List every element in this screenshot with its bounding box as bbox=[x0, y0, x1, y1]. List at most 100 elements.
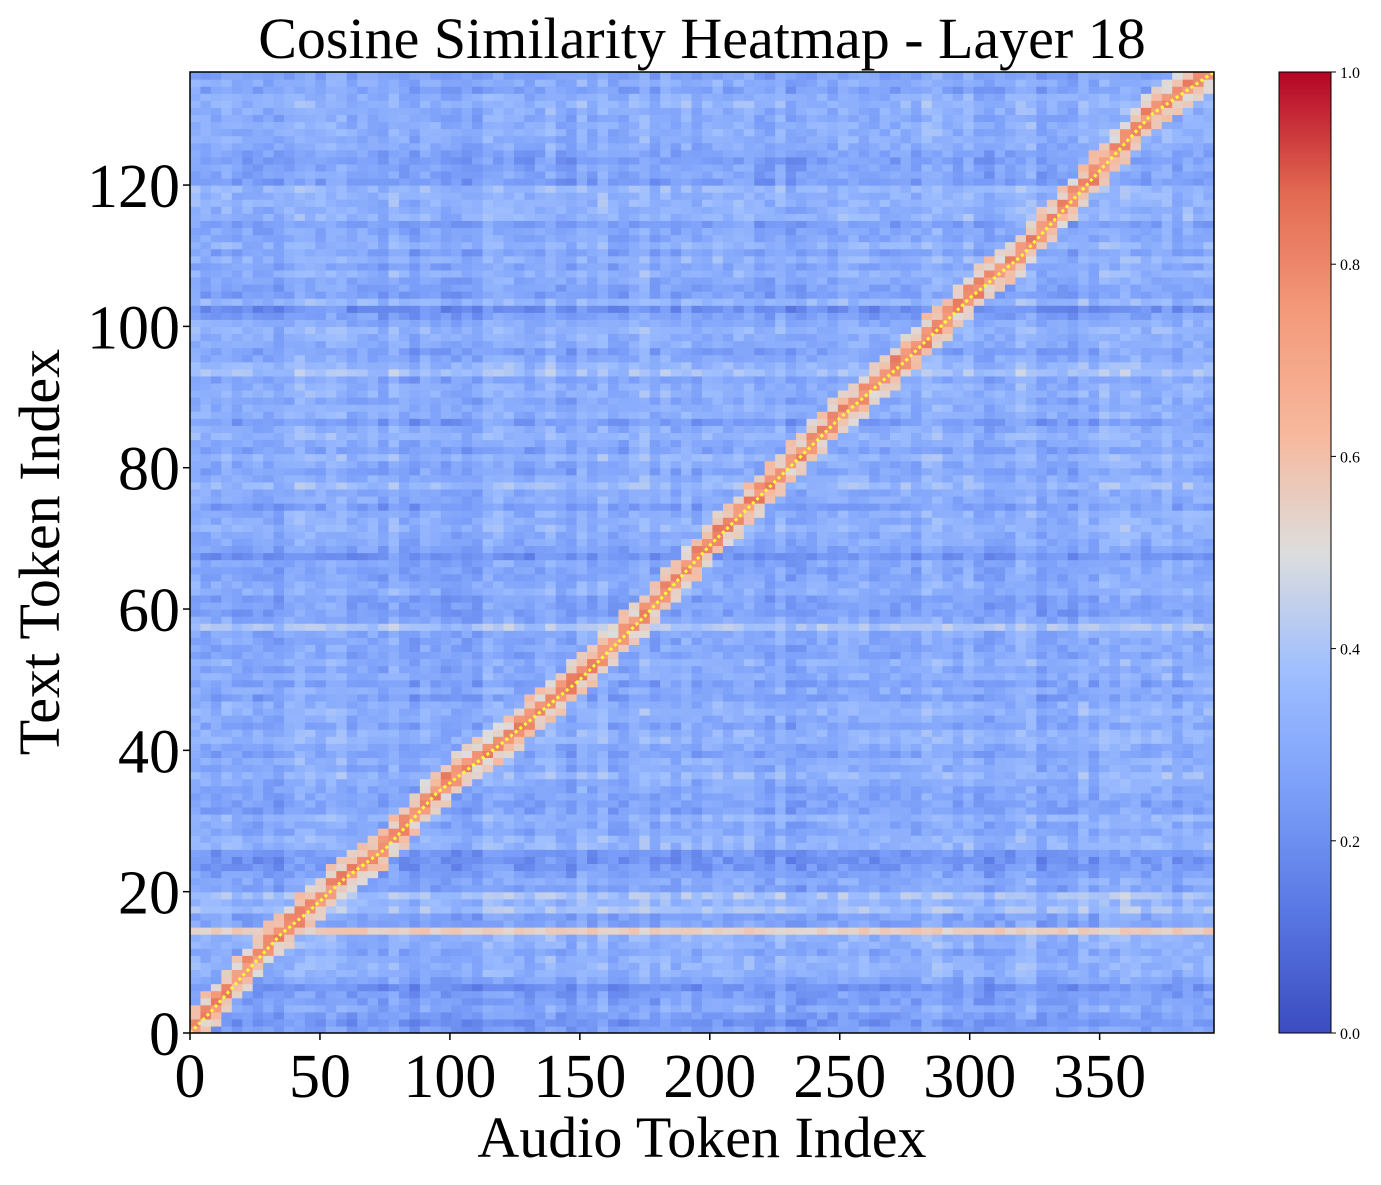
heatmap-cell bbox=[785, 934, 797, 942]
heatmap-cell bbox=[984, 813, 996, 822]
heatmap-cell bbox=[973, 757, 985, 766]
heatmap-cell bbox=[639, 672, 651, 681]
heatmap-cell bbox=[952, 785, 964, 794]
heatmap-cell bbox=[534, 1025, 546, 1033]
heatmap-cell bbox=[1119, 1004, 1132, 1013]
heatmap-cell bbox=[660, 877, 672, 886]
heatmap-cell bbox=[493, 948, 505, 956]
heatmap-cell bbox=[503, 828, 515, 836]
heatmap-cell bbox=[200, 976, 212, 985]
heatmap-cell bbox=[388, 700, 400, 709]
heatmap-cell bbox=[764, 927, 776, 935]
heatmap-cell bbox=[618, 771, 630, 780]
heatmap-cell bbox=[816, 799, 828, 808]
heatmap-cell bbox=[482, 997, 494, 1006]
heatmap-cell bbox=[775, 693, 787, 702]
heatmap-cell bbox=[1172, 729, 1184, 737]
heatmap-cell bbox=[858, 1025, 870, 1033]
heatmap-cell bbox=[597, 905, 609, 914]
heatmap-cell bbox=[534, 828, 546, 836]
heatmap-cell bbox=[398, 983, 411, 992]
heatmap-cell bbox=[1005, 962, 1017, 971]
heatmap-cell bbox=[764, 976, 776, 985]
heatmap-cell bbox=[472, 948, 484, 956]
heatmap-cell bbox=[754, 821, 766, 829]
heatmap-cell bbox=[806, 870, 818, 879]
heatmap-cell bbox=[900, 672, 912, 681]
heatmap-cell bbox=[294, 835, 306, 843]
heatmap-cell bbox=[712, 856, 724, 865]
heatmap-cell bbox=[931, 1011, 943, 1020]
heatmap-cell bbox=[681, 835, 693, 843]
heatmap-cell bbox=[1203, 863, 1214, 872]
heatmap-cell bbox=[430, 693, 442, 702]
heatmap-cell bbox=[263, 764, 275, 773]
heatmap-cell bbox=[743, 990, 755, 999]
heatmap-cell bbox=[284, 750, 296, 759]
heatmap-cell bbox=[545, 743, 557, 751]
heatmap-cell bbox=[900, 1004, 912, 1013]
heatmap-cell bbox=[1025, 856, 1037, 865]
heatmap-cell bbox=[618, 722, 630, 730]
heatmap-cell bbox=[1109, 799, 1121, 808]
heatmap-cell bbox=[858, 976, 870, 985]
heatmap-cell bbox=[1036, 792, 1048, 801]
heatmap-cell bbox=[1182, 891, 1194, 900]
heatmap-cell bbox=[1036, 962, 1048, 971]
heatmap-cell bbox=[461, 927, 473, 935]
heatmap-cell bbox=[984, 686, 996, 695]
heatmap-cell bbox=[252, 835, 264, 843]
heatmap-cell bbox=[858, 856, 870, 865]
heatmap-cell bbox=[879, 948, 891, 956]
heatmap-cell bbox=[461, 1011, 473, 1020]
heatmap-cell bbox=[722, 955, 734, 963]
heatmap-cell bbox=[963, 785, 975, 794]
heatmap-cell bbox=[566, 849, 578, 857]
heatmap-cell bbox=[775, 934, 787, 942]
heatmap-cell bbox=[660, 884, 672, 893]
heatmap-cell bbox=[1088, 1004, 1100, 1013]
heatmap-cell bbox=[315, 729, 327, 737]
heatmap-cell bbox=[357, 997, 369, 1006]
heatmap-cell bbox=[210, 997, 222, 1006]
heatmap-cell bbox=[503, 983, 515, 992]
heatmap-cell bbox=[513, 955, 525, 963]
heatmap-cell bbox=[493, 877, 505, 886]
heatmap-cell bbox=[816, 997, 828, 1006]
heatmap-cell bbox=[1151, 672, 1163, 681]
heatmap-cell bbox=[242, 997, 254, 1006]
heatmap-cell bbox=[1025, 1018, 1037, 1027]
heatmap-cell bbox=[472, 877, 484, 886]
heatmap-cell bbox=[691, 912, 703, 921]
heatmap-cell bbox=[273, 997, 285, 1006]
heatmap-cell bbox=[1130, 905, 1142, 914]
heatmap-cell bbox=[837, 1011, 849, 1020]
heatmap-cell bbox=[973, 1011, 985, 1020]
heatmap-cell bbox=[994, 679, 1006, 688]
heatmap-cell bbox=[931, 707, 943, 716]
heatmap-cell bbox=[336, 842, 348, 850]
heatmap-cell bbox=[1119, 934, 1132, 942]
heatmap-cell bbox=[743, 729, 755, 737]
heatmap-cell bbox=[440, 792, 452, 801]
heatmap-cell bbox=[294, 919, 306, 928]
heatmap-cell bbox=[534, 778, 546, 787]
heatmap-cell bbox=[994, 941, 1006, 949]
heatmap-cell bbox=[1005, 828, 1017, 836]
heatmap-cell bbox=[587, 962, 599, 971]
heatmap-cell bbox=[649, 835, 661, 843]
heatmap-cell bbox=[242, 842, 254, 850]
heatmap-cell bbox=[1140, 771, 1152, 780]
heatmap-cell bbox=[670, 1018, 682, 1027]
heatmap-cell bbox=[398, 679, 411, 688]
heatmap-cell bbox=[430, 672, 442, 681]
heatmap-cell bbox=[733, 941, 745, 949]
heatmap-cell bbox=[607, 863, 620, 872]
heatmap-cell bbox=[472, 863, 484, 872]
heatmap-cell bbox=[597, 792, 609, 801]
heatmap-cell bbox=[1151, 821, 1163, 829]
heatmap-cell bbox=[754, 962, 766, 971]
heatmap-cell bbox=[691, 884, 703, 893]
heatmap-cell bbox=[722, 813, 734, 822]
heatmap-cell bbox=[890, 821, 902, 829]
